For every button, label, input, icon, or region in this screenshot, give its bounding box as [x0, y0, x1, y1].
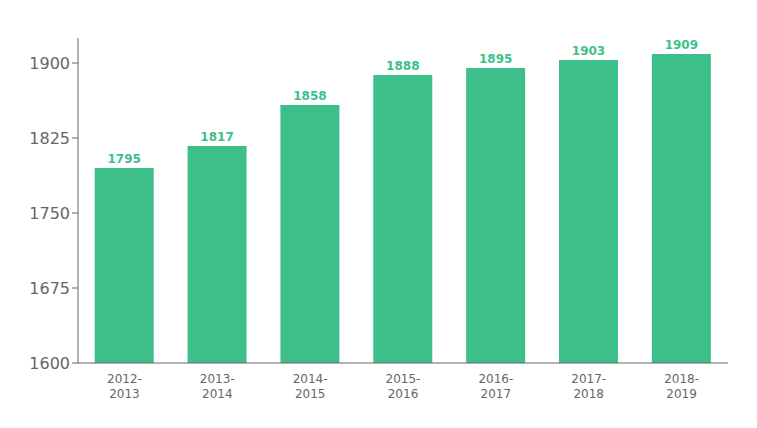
svg-text:2013-2014: 2013-2014	[200, 372, 235, 401]
svg-text:2017-2018: 2017-2018	[571, 372, 606, 401]
svg-text:1675: 1675	[29, 279, 70, 298]
svg-text:1817: 1817	[200, 130, 233, 144]
svg-text:1825: 1825	[29, 129, 70, 148]
svg-text:1888: 1888	[386, 59, 419, 73]
svg-text:1903: 1903	[572, 44, 605, 58]
svg-text:2014-2015: 2014-2015	[293, 372, 328, 401]
svg-text:2016-2017: 2016-2017	[478, 372, 513, 401]
svg-text:1895: 1895	[479, 52, 512, 66]
svg-text:1750: 1750	[29, 204, 70, 223]
svg-text:1795: 1795	[108, 152, 141, 166]
svg-text:1600: 1600	[29, 354, 70, 373]
svg-text:1858: 1858	[293, 89, 326, 103]
svg-text:2015-2016: 2015-2016	[386, 372, 421, 401]
svg-text:1900: 1900	[29, 54, 70, 73]
svg-text:2012-2013: 2012-2013	[107, 372, 142, 401]
svg-text:1909: 1909	[665, 38, 698, 52]
svg-text:2018-2019: 2018-2019	[664, 372, 699, 401]
